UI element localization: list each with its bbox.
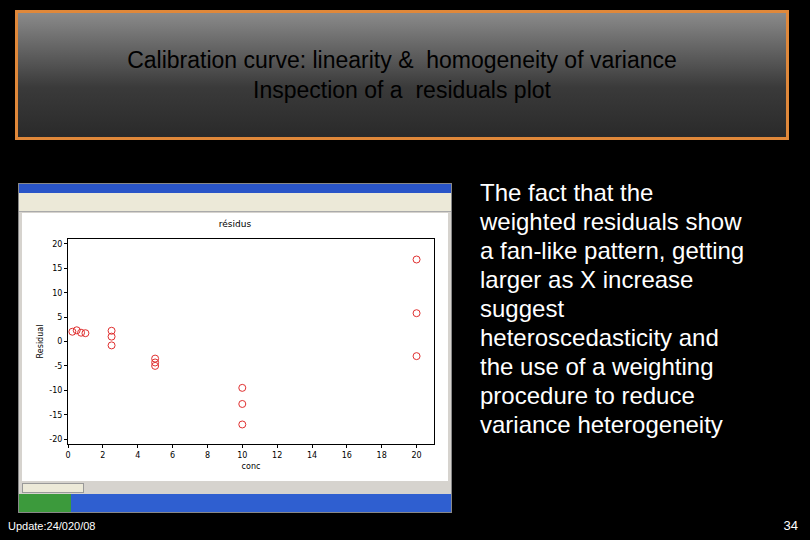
svg-text:8: 8 [205,451,210,460]
svg-text:-10: -10 [49,386,62,395]
svg-text:0: 0 [57,337,62,346]
svg-text:16: 16 [342,451,352,460]
html-text:The fact that the: The fact that the [480,179,654,206]
svg-text:5: 5 [57,313,62,322]
svg-text:20: 20 [52,240,62,249]
html-text:variance heterogeneity: variance heterogeneity [480,411,723,438]
svg-text:0: 0 [65,451,70,460]
html-text:34: 34 [783,518,798,533]
svg-text:6: 6 [170,451,175,460]
html-text:larger as X increase: larger as X increase [480,266,694,293]
svg-text:conc: conc [242,462,261,471]
svg-text:20: 20 [411,451,421,460]
svg-text:10: 10 [237,451,247,460]
svg-text:-20: -20 [49,435,62,444]
svg-text:-5: -5 [54,362,62,371]
html-text:heteroscedasticity and: heteroscedasticity and [480,324,719,351]
svg-text:Residual: Residual [36,325,45,359]
svg-text:2: 2 [100,451,105,460]
html-text:Inspection of a residuals plot: Inspection of a residuals plot [253,77,551,103]
html-text:the use of a weighting: the use of a weighting [480,353,714,380]
html-text:a fan-like pattern, getting: a fan-like pattern, getting [480,237,745,264]
svg-text:14: 14 [307,451,317,460]
svg-text:15: 15 [52,264,62,273]
svg-text:12: 12 [272,451,282,460]
svg-text:-15: -15 [49,411,62,420]
html-text:suggest: suggest [480,295,565,322]
html-text:procedure to reduce: procedure to reduce [480,382,695,409]
html-text:Calibration curve: linearity &: Calibration curve: linearity & homogenei… [127,47,677,73]
html-text:Update:24/020/08: Update:24/020/08 [8,520,96,532]
svg-text:4: 4 [135,451,140,460]
svg-text:18: 18 [377,451,387,460]
svg-text:résidus: résidus [219,219,252,229]
svg-text:10: 10 [52,288,62,297]
html-text:weighted residuals show: weighted residuals show [480,208,742,235]
